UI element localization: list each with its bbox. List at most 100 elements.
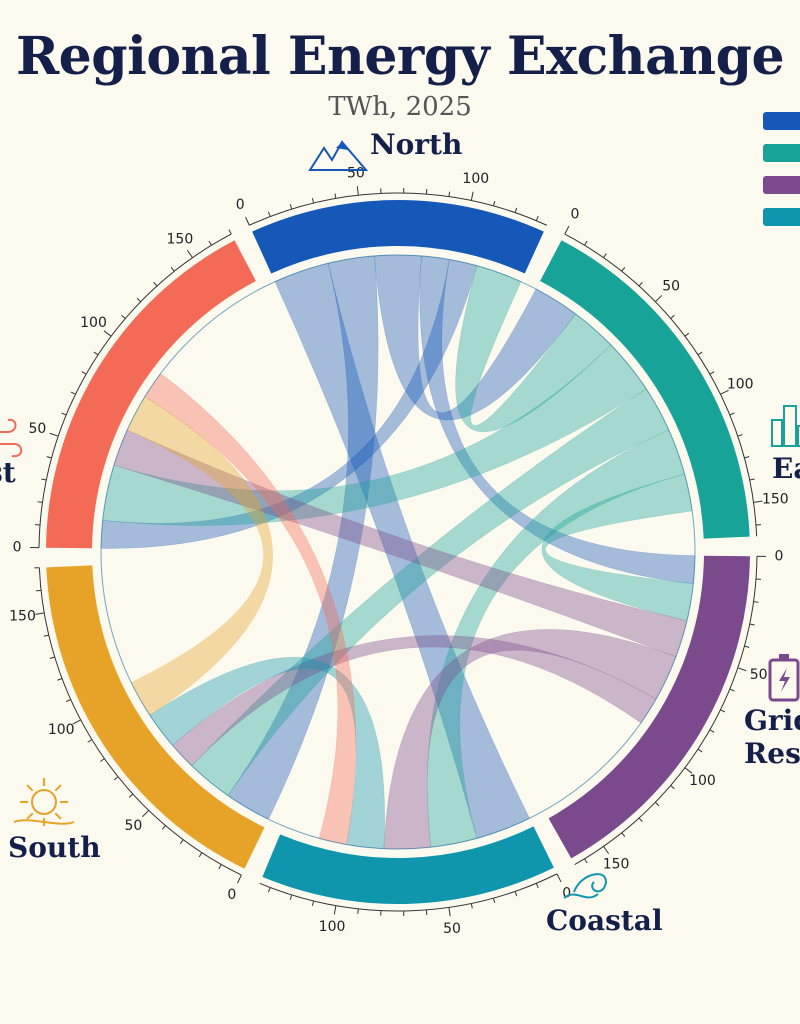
tick-south-120 (57, 678, 63, 681)
tick-east-10 (584, 240, 588, 246)
tick-east-110 (729, 412, 735, 416)
arc-east[interactable] (540, 240, 750, 539)
tick-east-120 (737, 434, 743, 437)
tick-north-110 (492, 200, 496, 207)
chart-title: Regional Energy Exchange (15, 26, 785, 87)
tick-west-140 (170, 267, 175, 272)
tick-grid-reserve-20 (753, 601, 759, 603)
chart-subtitle: TWh, 2025 (328, 92, 472, 122)
tick-grid-reserve-160 (584, 858, 588, 864)
tick-label: 50 (124, 818, 142, 834)
tick-baseline-coastal (259, 873, 558, 912)
tick-baseline-west (38, 233, 232, 548)
tick-south-90 (87, 739, 93, 743)
tick-label: 150 (9, 609, 36, 625)
group-label-south: South (8, 831, 101, 864)
tick-label: 100 (80, 315, 107, 331)
arc-north[interactable] (252, 200, 544, 274)
tick-label: 0 (562, 886, 571, 902)
tick-west-20 (37, 501, 43, 503)
tick-west-120 (136, 297, 141, 303)
tick-coastal-50 (448, 907, 451, 917)
group-label-line: Reserve (744, 737, 800, 770)
tick-grid-reserve-100 (684, 767, 693, 774)
tick-label: 100 (689, 773, 716, 789)
tick-west-70 (70, 391, 76, 395)
tick-north-10 (267, 211, 271, 217)
tick-west-110 (121, 314, 126, 319)
tick-label: 100 (319, 919, 346, 935)
tick-east-140 (749, 478, 755, 481)
tick-grid-reserve-140 (621, 832, 626, 837)
tick-label: 150 (167, 232, 194, 248)
tick-north-20 (289, 204, 293, 210)
tick-south-40 (161, 825, 166, 830)
tick-coastal-40 (470, 903, 473, 909)
tick-baseline-east (564, 233, 758, 537)
group-label-north: North (370, 128, 462, 161)
group-label-line: Grid (744, 704, 800, 737)
tick-baseline-grid-reserve (574, 556, 758, 865)
tick-grid-reserve-130 (638, 817, 643, 823)
group-label-west: West (0, 456, 16, 489)
group-label-coastal: Coastal (546, 904, 663, 937)
tick-west-90 (93, 351, 99, 356)
arc-coastal[interactable] (262, 826, 554, 904)
tick-west-170 (228, 229, 232, 235)
tick-south-160 (36, 589, 42, 592)
tick-west-160 (208, 240, 212, 246)
tick-south-80 (100, 758, 105, 762)
tick-label: 50 (662, 278, 680, 294)
tick-label: 150 (603, 856, 630, 872)
tick-south-10 (218, 864, 222, 870)
tick-label: 50 (443, 921, 461, 937)
tick-label: 0 (775, 549, 784, 565)
tick-east-40 (638, 281, 643, 287)
tick-north-90 (448, 191, 451, 197)
tick-grid-reserve-50 (737, 667, 747, 672)
tick-grid-reserve-40 (744, 645, 750, 648)
group-label-layer: North East GridReserve Coastal South West (0, 128, 800, 937)
tick-north-0 (245, 216, 250, 226)
arc-west[interactable] (46, 240, 256, 549)
tick-coastal-20 (514, 891, 518, 897)
tick-south-100 (72, 719, 81, 725)
wave-icon (563, 873, 607, 899)
tick-east-130 (744, 456, 750, 459)
tick-south-50 (142, 809, 150, 818)
tick-west-80 (81, 371, 87, 375)
tick-south-60 (128, 793, 134, 798)
group-label-grid-reserve: GridReserve (744, 704, 800, 770)
tick-west-30 (41, 478, 47, 481)
tick-east-100 (720, 389, 729, 395)
tick-north-130 (535, 215, 539, 221)
ribbon-layer (100, 254, 696, 850)
tick-south-30 (179, 839, 184, 845)
legend-swatch-coastal (763, 208, 800, 226)
tick-baseline-south (38, 567, 242, 876)
tick-label: 0 (13, 539, 22, 555)
tick-east-80 (697, 351, 703, 356)
tick-south-130 (49, 656, 55, 659)
tick-west-40 (46, 456, 52, 459)
arc-grid-reserve[interactable] (548, 555, 750, 859)
tick-label: 100 (462, 171, 489, 187)
tick-east-50 (655, 295, 663, 303)
inner-ring (100, 254, 696, 850)
tick-coastal-130 (267, 887, 271, 893)
tick-north-120 (514, 207, 518, 213)
arc-south[interactable] (46, 565, 265, 869)
tick-east-90 (709, 371, 715, 375)
tick-label: 0 (227, 887, 236, 903)
tick-coastal-0 (556, 873, 562, 883)
tick-north-30 (311, 198, 315, 204)
tick-south-140 (43, 634, 49, 637)
legend (763, 112, 800, 226)
tick-east-70 (684, 332, 690, 337)
tick-coastal-120 (289, 894, 293, 900)
tick-south-20 (198, 852, 203, 858)
tick-east-0 (564, 225, 570, 235)
tick-south-0 (237, 874, 242, 884)
sun-icon (13, 778, 75, 826)
